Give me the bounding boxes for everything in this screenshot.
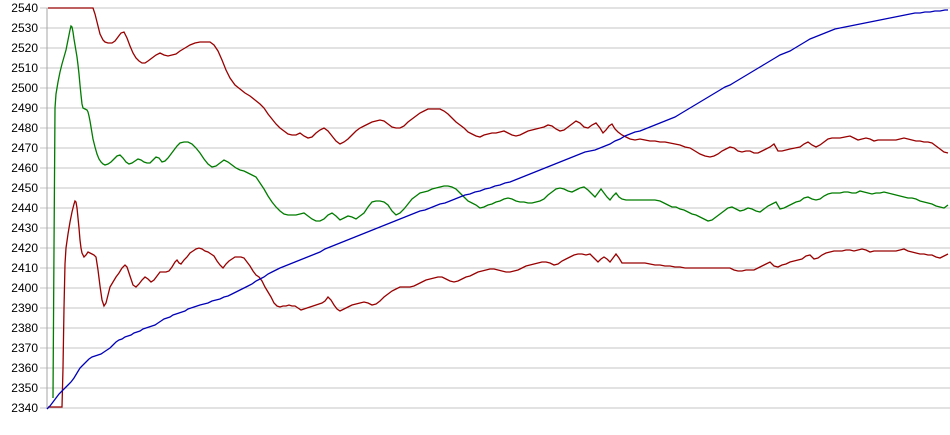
series-upper-band: [48, 7, 949, 158]
series-lower-band: [48, 199, 949, 408]
y-tick-label: 2400: [11, 281, 38, 295]
y-tick-label: 2520: [11, 41, 38, 55]
y-tick-label: 2510: [11, 61, 38, 75]
y-tick-label: 2450: [11, 181, 38, 195]
series-equity-line: [46, 9, 948, 410]
y-tick-label: 2380: [11, 321, 38, 335]
y-tick-label: 2470: [11, 141, 38, 155]
y-tick-label: 2360: [11, 361, 38, 375]
y-tick-label: 2410: [11, 261, 38, 275]
y-tick-label: 2440: [11, 201, 38, 215]
y-tick-label: 2350: [11, 381, 38, 395]
y-tick-label: 2460: [11, 161, 38, 175]
y-tick-label: 2340: [11, 401, 38, 415]
y-tick-label: 2430: [11, 221, 38, 235]
y-tick-label: 2500: [11, 81, 38, 95]
y-tick-label: 2370: [11, 341, 38, 355]
series-middle-line: [52, 24, 949, 399]
y-tick-label: 2480: [11, 121, 38, 135]
y-tick-label: 2390: [11, 301, 38, 315]
y-tick-label: 2540: [11, 1, 38, 15]
y-tick-label: 2530: [11, 21, 38, 35]
y-tick-label: 2490: [11, 101, 38, 115]
y-tick-label: 2420: [11, 241, 38, 255]
